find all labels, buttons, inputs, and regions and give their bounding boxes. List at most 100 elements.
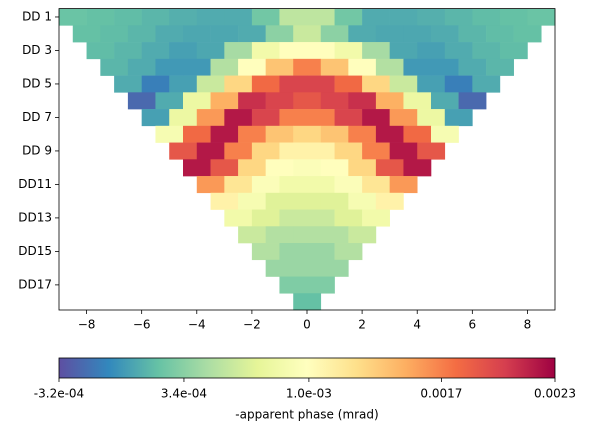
- heatmap-cell: [389, 176, 418, 194]
- heatmap-cell: [362, 209, 390, 227]
- heatmap-cell: [417, 75, 446, 93]
- x-tick-label: −2: [243, 318, 261, 332]
- heatmap-cell: [307, 243, 335, 261]
- heatmap-cell: [472, 42, 501, 60]
- heatmap-cell: [334, 142, 363, 160]
- heatmap-cell: [251, 75, 280, 93]
- heatmap-cell: [444, 109, 473, 127]
- heatmap-cell: [169, 109, 198, 127]
- heatmap-cell: [389, 8, 418, 26]
- heatmap-cell: [224, 75, 253, 93]
- heatmap-cell: [307, 176, 335, 194]
- heatmap-cell: [155, 25, 184, 43]
- heatmap-cell: [141, 8, 170, 26]
- heatmap-cell: [293, 226, 322, 244]
- heatmap-cell: [431, 58, 459, 76]
- heatmap-cell: [417, 142, 446, 160]
- heatmap-cell: [251, 109, 280, 127]
- heatmap-cell: [265, 159, 294, 177]
- heatmap-cell: [265, 226, 294, 244]
- heatmap-cell: [458, 25, 487, 43]
- y-tick-label: DD13: [18, 210, 52, 224]
- heatmap-cell: [293, 159, 322, 177]
- heatmap-cell: [320, 92, 349, 110]
- heatmap-cell: [375, 159, 404, 177]
- heatmap-cell: [320, 125, 349, 143]
- heatmap-cell: [210, 125, 239, 143]
- heatmap-cell: [141, 42, 170, 60]
- heatmap-cell: [307, 109, 335, 127]
- colorbar-tick-label: 0.0023: [534, 387, 576, 401]
- heatmap-cell: [238, 226, 266, 244]
- heatmap-cell: [320, 226, 349, 244]
- heatmap-cell: [362, 176, 390, 194]
- heatmap-cell: [279, 209, 308, 227]
- heatmap-cell: [375, 92, 404, 110]
- heatmap-cell: [265, 192, 294, 210]
- heatmap-cell: [334, 176, 363, 194]
- y-tick-label: DD 7: [22, 110, 52, 124]
- heatmap-cell: [210, 58, 239, 76]
- x-tick-label: −6: [133, 318, 151, 332]
- heatmap-cell: [334, 243, 363, 261]
- heatmap-cell: [499, 42, 528, 60]
- heatmap-cell: [472, 8, 501, 26]
- heatmap-cell: [348, 92, 377, 110]
- heatmap-cell: [251, 243, 280, 261]
- heatmap-cell: [224, 8, 253, 26]
- heatmap-cell: [196, 176, 225, 194]
- heatmap-cell: [210, 92, 239, 110]
- heatmap-cell: [320, 58, 349, 76]
- heatmap-cell: [155, 58, 184, 76]
- heatmap-cell: [59, 8, 87, 26]
- heatmap-cell: [362, 42, 390, 60]
- heatmap-cell: [348, 159, 377, 177]
- heatmap-cell: [196, 142, 225, 160]
- heatmap-cell: [307, 8, 335, 26]
- heatmap-cell: [169, 42, 198, 60]
- heatmap-cell: [224, 209, 253, 227]
- heatmap-cell: [334, 42, 363, 60]
- heatmap-cell: [362, 142, 390, 160]
- heatmap-cell: [348, 226, 377, 244]
- heatmap-cell: [279, 42, 308, 60]
- heatmap-cell: [527, 8, 556, 26]
- heatmap-cell: [472, 75, 501, 93]
- heatmap-cell: [320, 192, 349, 210]
- heatmap-cell: [100, 25, 129, 43]
- heatmap-cell: [307, 142, 335, 160]
- heatmap-cell: [279, 243, 308, 261]
- heatmap-cell: [334, 75, 363, 93]
- heatmap-cell: [251, 42, 280, 60]
- heatmap-cell: [100, 58, 129, 76]
- heatmap-cell: [417, 8, 446, 26]
- heatmap-cell: [86, 8, 115, 26]
- heatmap-cell: [279, 75, 308, 93]
- heatmap-cell: [210, 192, 239, 210]
- colorbar-tick-label: -3.2e-04: [34, 387, 84, 401]
- heatmap-cell: [334, 109, 363, 127]
- heatmap-cell: [265, 259, 294, 277]
- heatmap-cell: [86, 42, 115, 60]
- heatmap-cell: [486, 58, 514, 76]
- heatmap-cell: [279, 176, 308, 194]
- y-tick-label: DD17: [18, 277, 52, 291]
- heatmap-cell: [389, 42, 418, 60]
- heatmap-cell: [389, 109, 418, 127]
- colorbar-tick-label: 0.0017: [420, 387, 462, 401]
- heatmap-cell: [224, 142, 253, 160]
- heatmap-cell: [403, 25, 432, 43]
- heatmap-cell: [320, 25, 349, 43]
- heatmap-cell: [375, 192, 404, 210]
- y-tick-label: DD 1: [22, 9, 52, 23]
- heatmap-cell: [265, 25, 294, 43]
- heatmap-cell: [251, 142, 280, 160]
- heatmap-cell: [293, 259, 322, 277]
- heatmap-cell: [183, 159, 211, 177]
- heatmap-cell: [362, 75, 390, 93]
- heatmap-cell: [238, 192, 266, 210]
- x-tick-label: 2: [358, 318, 366, 332]
- heatmap-cell: [293, 58, 322, 76]
- heatmap-cell: [431, 125, 459, 143]
- colorbar: [58, 357, 556, 379]
